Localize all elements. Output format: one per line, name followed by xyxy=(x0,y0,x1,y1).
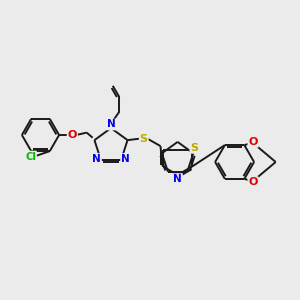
Text: N: N xyxy=(107,119,116,130)
Text: O: O xyxy=(248,177,258,187)
Text: N: N xyxy=(92,154,101,164)
Text: S: S xyxy=(140,134,148,144)
Text: S: S xyxy=(190,143,198,153)
Text: O: O xyxy=(248,137,258,147)
Text: N: N xyxy=(173,174,182,184)
Text: Cl: Cl xyxy=(25,152,36,161)
Text: N: N xyxy=(121,154,130,164)
Text: O: O xyxy=(68,130,77,140)
